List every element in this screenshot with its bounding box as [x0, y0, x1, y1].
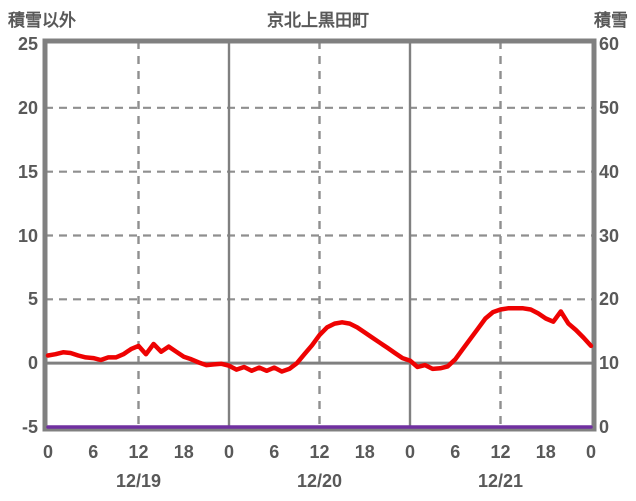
- right-axis-tick: 30: [599, 225, 620, 246]
- right-axis-title: 積雪: [594, 11, 628, 30]
- x-axis-hour-tick: 12: [128, 442, 149, 462]
- left-axis-tick: 25: [17, 34, 38, 54]
- right-axis-tick: 50: [599, 97, 620, 118]
- left-axis-tick: 5: [27, 289, 38, 310]
- right-axis-tick: 20: [599, 289, 620, 310]
- x-axis-hour-tick: 12: [309, 442, 330, 462]
- x-axis-hour-tick: 18: [354, 442, 375, 462]
- right-axis-tick: 10: [599, 353, 620, 374]
- page-title: 京北上黒田町: [267, 11, 369, 30]
- x-axis-hour-tick: 0: [42, 442, 53, 462]
- x-axis-hour-tick: 18: [535, 442, 556, 462]
- x-axis-hour-tick: 6: [88, 442, 99, 462]
- left-axis-tick: 0: [27, 353, 38, 374]
- temperature-line: [45, 306, 594, 374]
- left-axis-tick: -5: [21, 417, 38, 437]
- x-axis-hour-tick: 0: [404, 442, 415, 462]
- x-axis-date-label: 12/20: [296, 471, 343, 491]
- x-axis-hour-tick: 0: [585, 442, 596, 462]
- left-axis-tick: 15: [17, 161, 38, 182]
- x-axis-hour-tick: 6: [450, 442, 461, 462]
- left-axis-title: 積雪以外: [8, 11, 76, 30]
- x-axis-date-label: 12/19: [115, 471, 162, 491]
- plot-frame: [42, 38, 597, 432]
- x-axis-hour-tick: 6: [269, 442, 280, 462]
- x-axis-hour-tick: 0: [223, 442, 234, 462]
- right-axis-tick: 0: [599, 417, 610, 437]
- right-axis-tick: 40: [599, 161, 620, 182]
- right-axis-tick: 60: [599, 34, 620, 54]
- x-axis-date-label: 12/21: [477, 471, 524, 491]
- x-axis-hour-tick: 12: [490, 442, 511, 462]
- x-axis-hour-tick: 18: [173, 442, 194, 462]
- left-axis-tick: 10: [17, 225, 38, 246]
- left-axis-tick: 20: [17, 97, 38, 118]
